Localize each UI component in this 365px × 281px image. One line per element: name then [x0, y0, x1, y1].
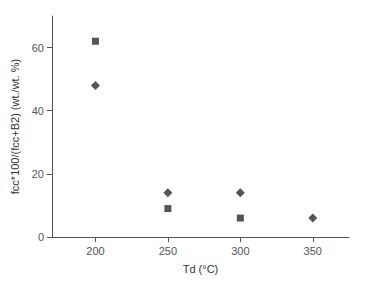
svg-text:40: 40: [32, 105, 44, 117]
svg-text:350: 350: [304, 245, 322, 257]
svg-text:Td (°C): Td (°C): [183, 263, 219, 275]
svg-text:200: 200: [86, 245, 104, 257]
svg-text:60: 60: [32, 42, 44, 54]
svg-text:fcc*100/(fcc+B2) (wt./wt. %): fcc*100/(fcc+B2) (wt./wt. %): [9, 59, 21, 194]
svg-text:0: 0: [38, 231, 44, 243]
svg-text:250: 250: [159, 245, 177, 257]
svg-text:20: 20: [32, 168, 44, 180]
svg-text:300: 300: [231, 245, 249, 257]
